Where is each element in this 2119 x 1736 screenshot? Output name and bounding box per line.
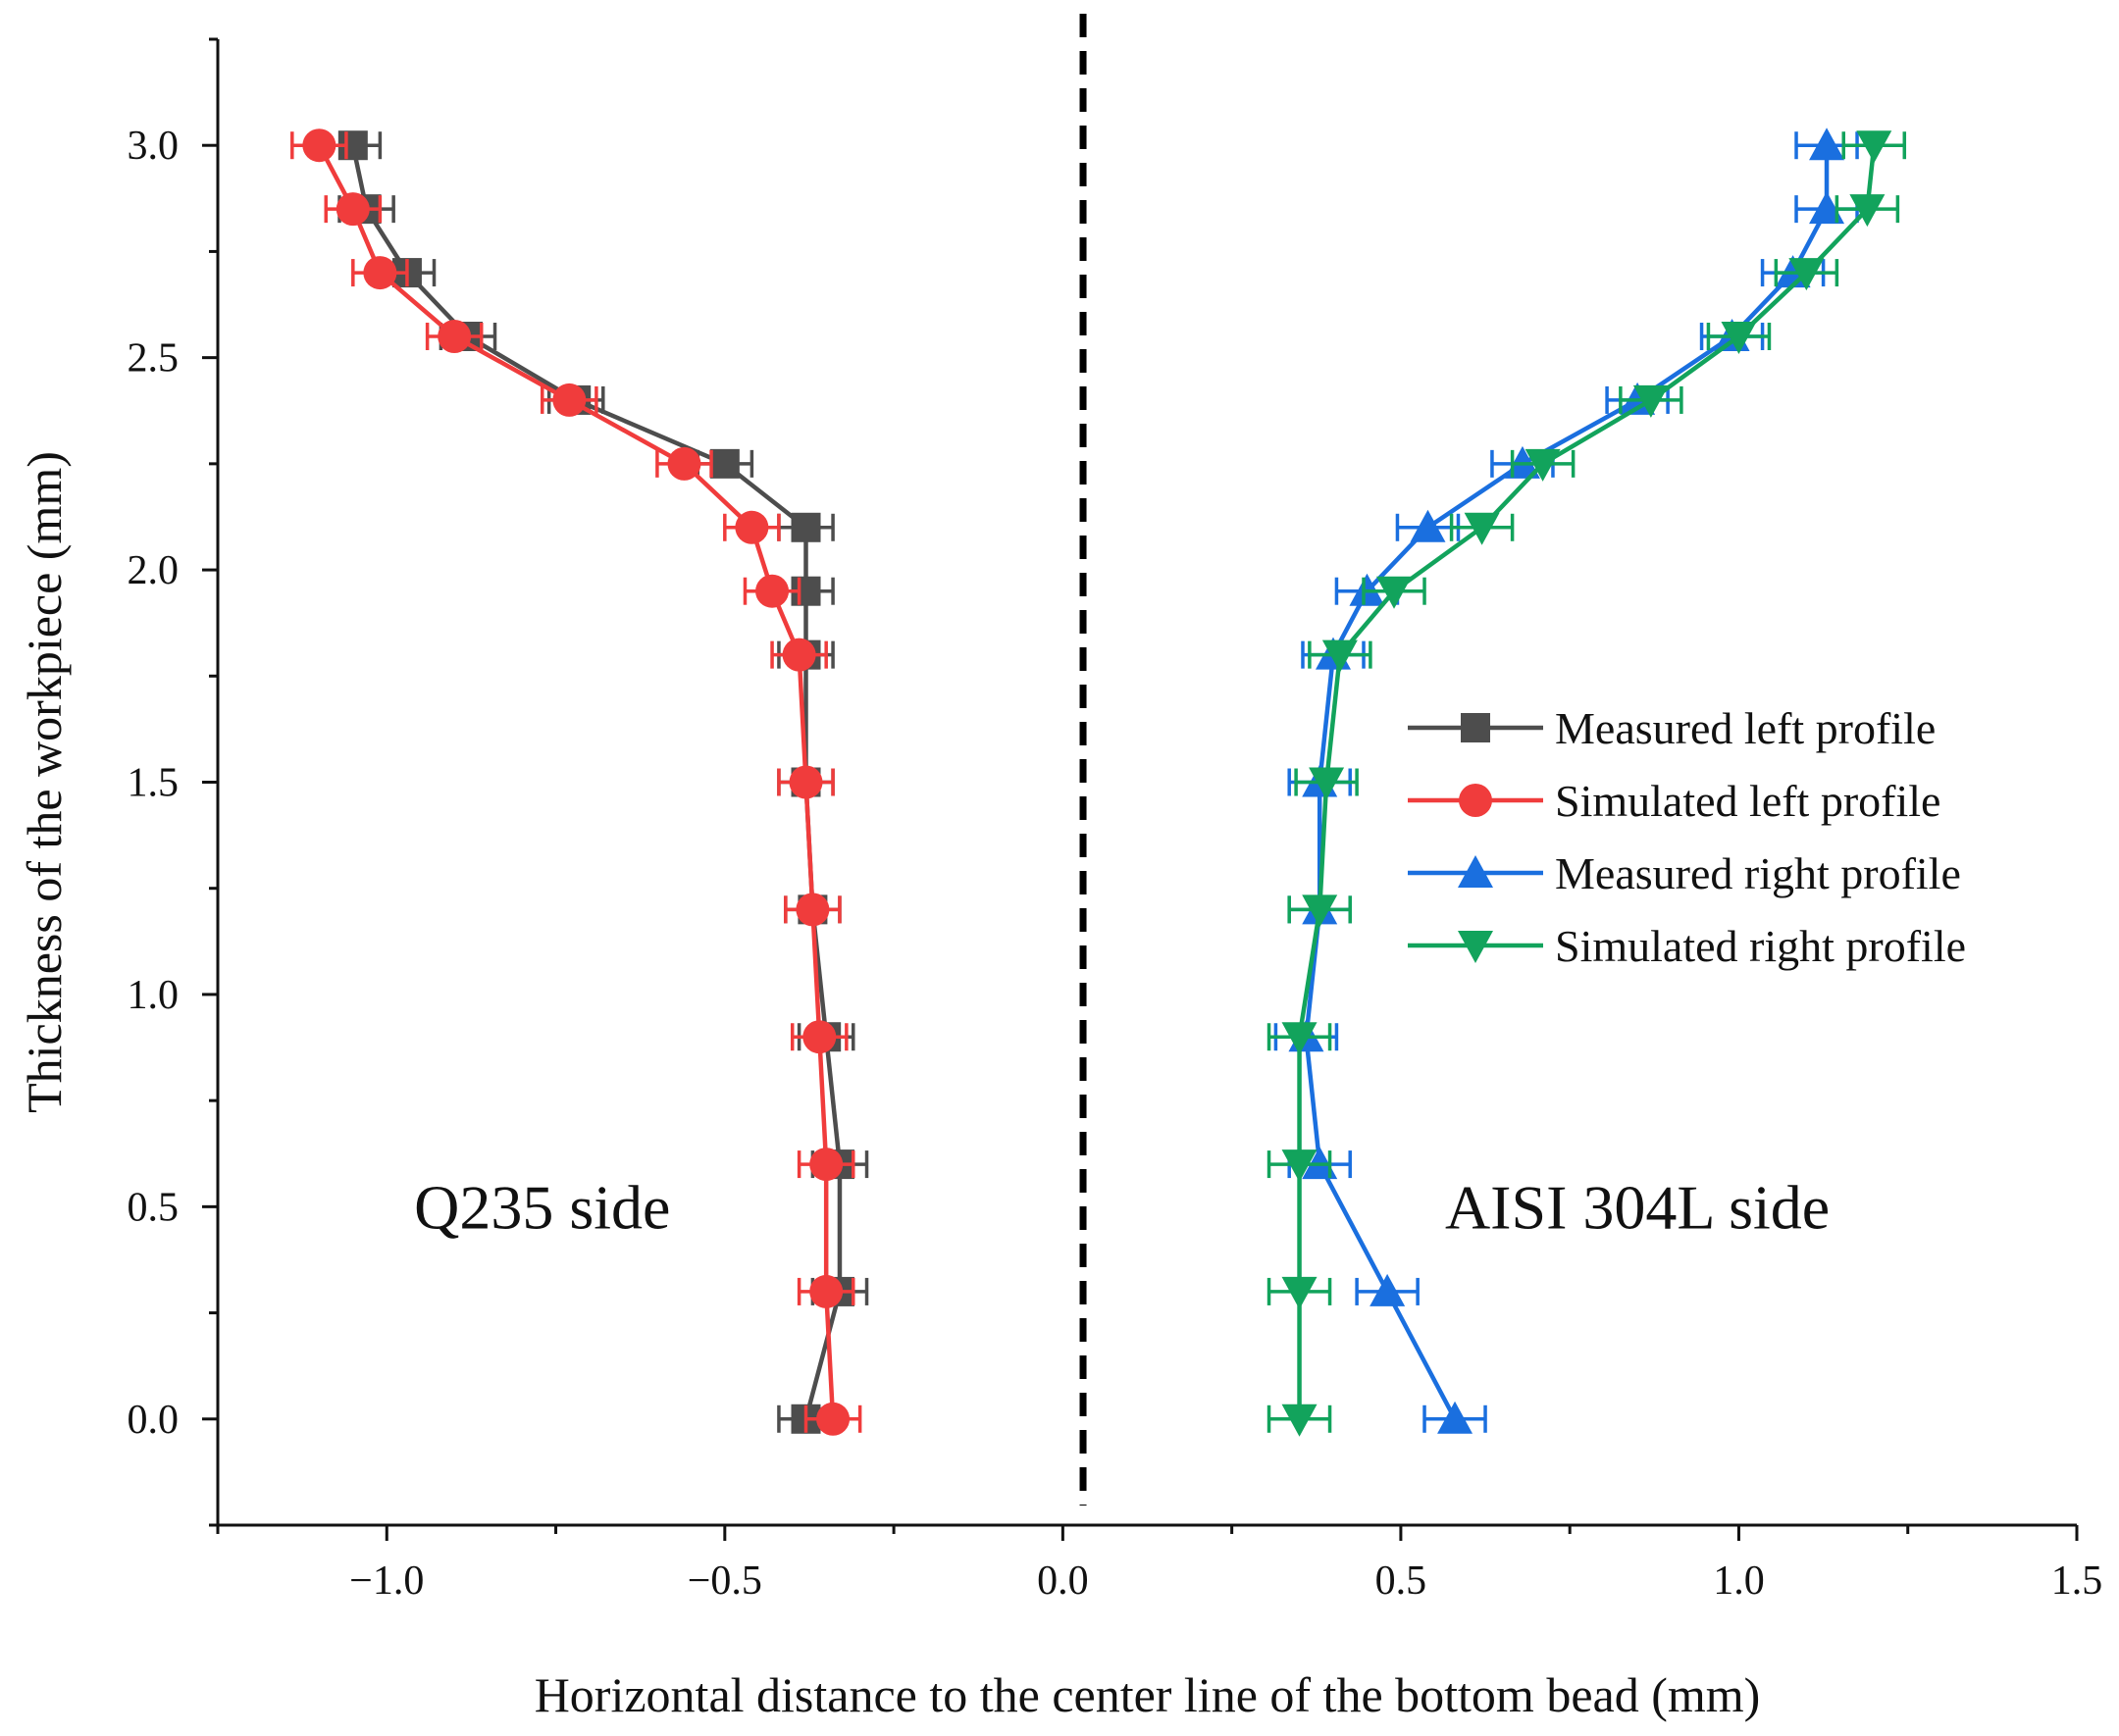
data-point [1370, 1273, 1406, 1306]
data-point [791, 512, 821, 542]
series-3 [1266, 130, 1907, 1437]
y-tick-label: 3.0 [128, 124, 180, 169]
data-point [755, 574, 790, 608]
legend-label: Measured left profile [1555, 703, 1936, 753]
x-tick-label: 1.5 [2051, 1558, 2103, 1604]
data-point [552, 383, 587, 417]
data-point [302, 128, 336, 163]
y-tick-label: 0.5 [128, 1185, 180, 1230]
data-point [809, 1148, 844, 1182]
legend-label: Simulated left profile [1555, 776, 1940, 826]
data-point [816, 1402, 851, 1436]
data-point [796, 893, 830, 927]
data-point [1856, 130, 1892, 164]
data-point [709, 448, 740, 479]
data-point [667, 446, 701, 481]
data-point [1437, 1401, 1473, 1434]
side-label: Q235 side [414, 1172, 670, 1242]
annotations: Q235 side AISI 304L side [414, 14, 1830, 1506]
y-tick-label: 2.5 [128, 336, 180, 382]
legend-marker [1458, 855, 1493, 888]
x-tick-label: −0.5 [688, 1558, 762, 1604]
data-point [438, 320, 472, 353]
data-point [1321, 639, 1358, 673]
y-tick-label: 1.0 [128, 973, 180, 1018]
data-point [1809, 128, 1845, 161]
series-1 [290, 128, 862, 1436]
x-axis-title: Horizontal distance to the center line o… [535, 1667, 1761, 1722]
x-tick-label: 0.0 [1037, 1558, 1089, 1604]
x-tick-label: 1.0 [1713, 1558, 1765, 1604]
data-point [1281, 1149, 1318, 1183]
legend-marker [1461, 713, 1490, 742]
data-point [1788, 258, 1825, 291]
data-point [789, 765, 823, 799]
legend-label: Measured right profile [1555, 848, 1961, 898]
data-point [782, 638, 816, 672]
x-tick-label: 0.5 [1375, 1558, 1427, 1604]
data-point [802, 1020, 837, 1054]
data-point [1721, 322, 1757, 354]
data-point [363, 256, 397, 290]
legend-label: Simulated right profile [1555, 921, 1966, 971]
data-point [1281, 1022, 1318, 1055]
data-point [1281, 1276, 1318, 1309]
data-point [1302, 894, 1338, 928]
data-point [1632, 384, 1669, 418]
side-label: AISI 304L side [1445, 1172, 1830, 1242]
y-tick-label: 1.5 [128, 761, 180, 806]
x-tick-label: −1.0 [349, 1558, 424, 1604]
legend: Measured left profile Simulated left prof… [1408, 703, 1966, 971]
y-tick-label: 2.0 [128, 548, 180, 593]
data-point [1309, 767, 1345, 800]
data-point [1281, 1404, 1318, 1437]
data-point [1410, 509, 1446, 542]
plot-area [290, 128, 1907, 1437]
data-point [1376, 576, 1413, 609]
y-axis-title: Thickness of the workpiece (mm) [17, 451, 72, 1113]
data-point [735, 510, 769, 544]
y-tick-label: 0.0 [128, 1398, 180, 1443]
data-point [1525, 448, 1561, 482]
data-point [336, 192, 370, 227]
legend-marker [1458, 931, 1493, 963]
data-point [1464, 512, 1500, 545]
axes: −1.0 −0.5 0.0 0.5 1.0 1.5 0.0 0.5 1.0 1.5 2.0 2.5 3.… [17, 37, 2103, 1722]
legend-marker [1459, 784, 1492, 817]
data-point [1849, 194, 1886, 228]
data-point [809, 1274, 844, 1308]
